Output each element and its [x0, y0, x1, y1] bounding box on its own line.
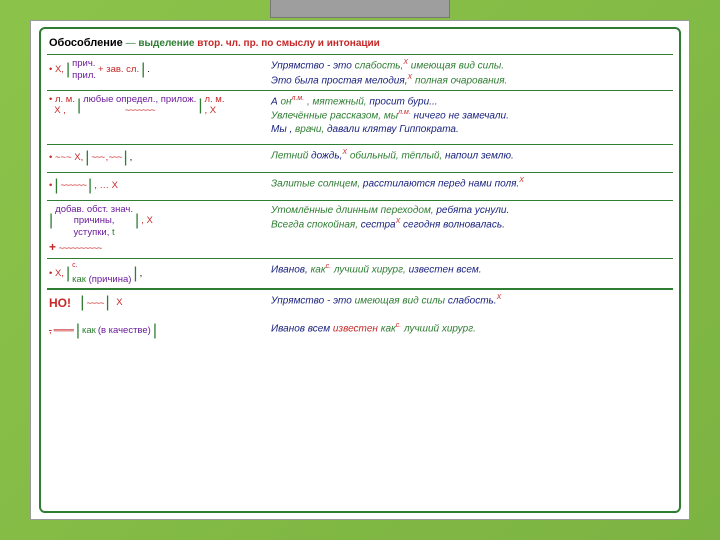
top-tab — [270, 0, 450, 18]
example: Упрямство - это имеющая вид силы слабост… — [267, 292, 673, 308]
header: Обособление — выделение втор. чл. пр. по… — [47, 33, 673, 55]
exception-row: НО! | ~~~~ | X Упрямство - это имеющая в… — [47, 290, 673, 318]
rule-row: • | ~~~~~~ | , … X Залитые солнцем, расс… — [47, 173, 673, 201]
example: Иванов, какс. лучший хирург, известен вс… — [267, 261, 673, 277]
formula: • л. м. X , | любые определ., прилож.~~~… — [47, 93, 267, 118]
card: Обособление — выделение втор. чл. пр. по… — [30, 20, 690, 520]
example: Летний дождь,X обильный, тёплый, напоил … — [267, 147, 673, 163]
example: Залитые солнцем, расстилаются перед нами… — [267, 175, 673, 191]
def-a: выделение — [138, 38, 194, 49]
example: Утомлённые длинным переходом, ребята усн… — [267, 203, 673, 232]
rule-row: | добав. обст. знач.причины,уступки, t |… — [47, 201, 673, 259]
formula: | добав. обст. знач.причины,уступки, t |… — [47, 203, 267, 256]
exception-row: , ═══ | как (в качестве) | Иванов всем и… — [47, 318, 673, 346]
formula: НО! | ~~~~ | X — [47, 292, 267, 313]
formula: • X, | прич.прил. + зав. сл. | . — [47, 57, 267, 82]
rule-row: • X, | с.как (причина) | , Иванов, какс.… — [47, 259, 673, 291]
formula: • ~~~ X, | ~~~ , ~~~ | , — [47, 147, 267, 168]
example: Иванов всем известен какс. лучший хирург… — [267, 320, 673, 336]
formula: • | ~~~~~~ | , … X — [47, 175, 267, 196]
rule-row: • л. м. X , | любые определ., прилож.~~~… — [47, 91, 673, 145]
content-frame: Обособление — выделение втор. чл. пр. по… — [39, 27, 681, 513]
rule-row: • X, | прич.прил. + зав. сл. | . Упрямст… — [47, 55, 673, 91]
example: Упрямство - это слабость,X имеющая вид с… — [267, 57, 673, 88]
rule-row: • ~~~ X, | ~~~ , ~~~ | , Летний дождь,X … — [47, 145, 673, 173]
dash: — — [126, 38, 136, 49]
formula: • X, | с.как (причина) | , — [47, 261, 267, 287]
title: Обособление — [49, 37, 123, 49]
formula: , ═══ | как (в качестве) | — [47, 320, 267, 341]
def-b: втор. чл. пр. по смыслу и интонации — [197, 38, 380, 49]
example: А онл.м. , мятежный, просит бури... Увле… — [267, 93, 673, 137]
